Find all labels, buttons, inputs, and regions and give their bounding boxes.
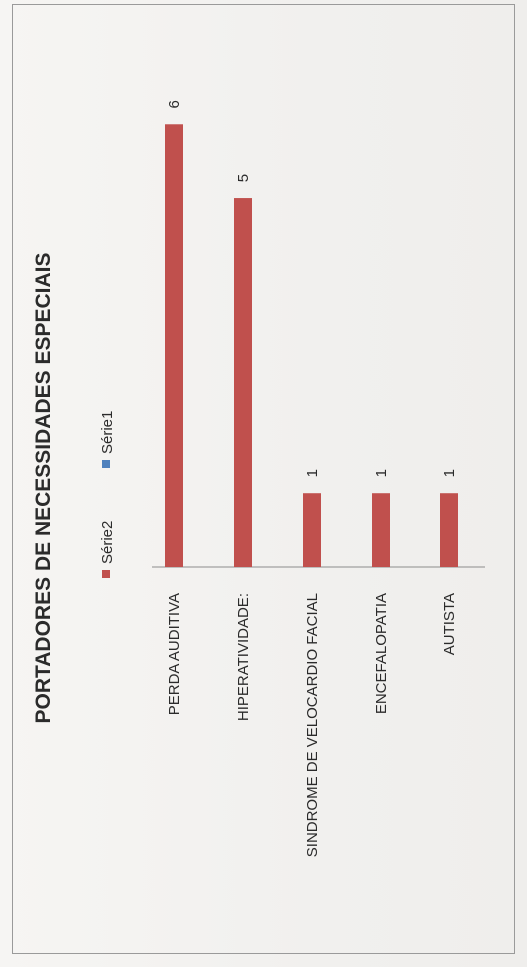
category-label-perda-auditiva: PERDA AUDITIVA [166, 593, 183, 715]
category-labels: PERDA AUDITIVA HIPERATIVIDADE: SINDROME DE… [166, 593, 458, 857]
bar-perda-auditiva [165, 124, 183, 567]
bars [165, 124, 458, 567]
bar-sindrome-de-velocardio-facial [303, 493, 321, 567]
category-label-autista: AUTISTA [441, 593, 458, 655]
category-label-sindrome-de-velocardio-facial: SINDROME DE VELOCARDIO FACIAL [304, 593, 321, 857]
legend-label-srie1: Série1 [99, 411, 116, 454]
chart-title: PORTADORES DE NECESSIDADES ESPECIAIS [32, 252, 55, 723]
data-label-sindrome-de-velocardio-facial: 1 [304, 469, 321, 477]
data-label-autista: 1 [441, 469, 458, 477]
chart-frame [12, 4, 515, 954]
category-label-hiperatividade: HIPERATIVIDADE: [235, 593, 252, 721]
bar-hiperatividade [234, 198, 252, 567]
legend-label-srie2: Série2 [99, 521, 116, 564]
legend: Série2 Série1 [99, 411, 116, 578]
legend-swatch-srie2 [102, 570, 110, 578]
data-label-encefalopatia: 1 [373, 469, 390, 477]
data-labels: 6 5 1 1 1 [166, 100, 458, 477]
legend-swatch-srie1 [102, 460, 110, 468]
data-label-hiperatividade: 5 [235, 174, 252, 182]
bar-encefalopatia [372, 493, 390, 567]
data-label-perda-auditiva: 6 [166, 100, 183, 108]
category-label-encefalopatia: ENCEFALOPATIA [373, 593, 390, 714]
bar-autista [440, 493, 458, 567]
